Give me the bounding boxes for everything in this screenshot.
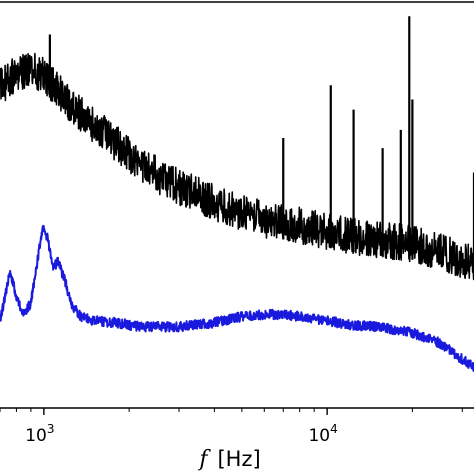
x-tick-layer: 103 104 xyxy=(0,408,463,446)
x-tick-label-2: 104 xyxy=(308,422,337,446)
series-layer xyxy=(0,16,474,372)
plot-area: 103 104 xyxy=(0,1,474,446)
x-tick-label-base: 10 xyxy=(308,426,330,446)
x-axis-label-symbol: f xyxy=(197,447,211,472)
series-line-1 xyxy=(0,52,474,280)
x-tick-label-1: 103 xyxy=(25,422,54,446)
x-axis-label: f [Hz] xyxy=(197,447,260,472)
x-tick-label-exponent: 3 xyxy=(47,422,55,436)
x-tick-label-base: 10 xyxy=(25,426,47,446)
x-tick-label-exponent: 4 xyxy=(330,422,338,436)
x-axis-label-unit: [Hz] xyxy=(217,447,260,471)
series-line-2 xyxy=(0,224,474,372)
